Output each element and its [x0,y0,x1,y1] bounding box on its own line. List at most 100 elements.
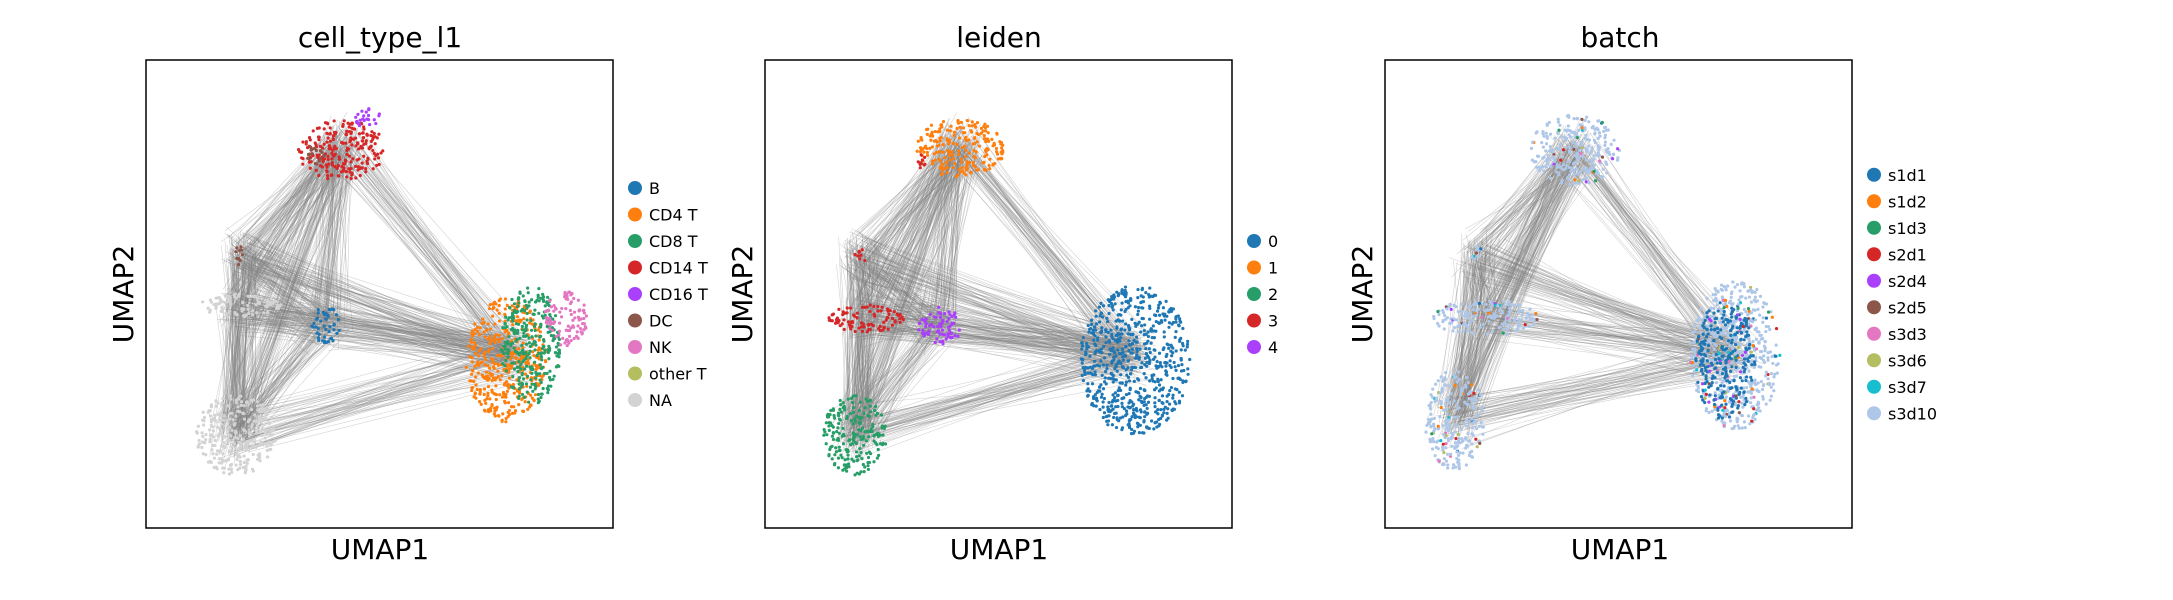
graph-edge [843,349,1134,442]
graph-edge [231,256,507,357]
graph-edge [868,266,932,338]
data-point [475,387,479,392]
graph-edge [318,147,338,309]
data-point [566,339,570,343]
data-point [973,135,977,140]
graph-edge [871,301,943,323]
data-point [1107,352,1112,356]
data-point [937,305,941,309]
graph-edge [234,136,336,412]
graph-edge [939,317,1158,352]
data-point [532,353,536,358]
graph-edge [241,313,307,337]
graph-edge [943,128,1137,349]
data-point [1081,379,1085,383]
graph-edge [235,139,333,246]
graph-edge [235,335,317,442]
data-point [884,318,888,322]
graph-edge [221,315,233,418]
data-point [346,121,350,125]
data-point [250,467,255,471]
data-point [869,410,873,414]
graph-edge [855,253,861,418]
data-point [242,460,246,465]
data-point [845,306,849,310]
graph-edge [858,308,863,460]
data-point [503,326,507,330]
data-point [240,309,244,313]
graph-edge [346,143,532,359]
data-point [509,366,513,370]
data-point [851,431,855,435]
data-point [512,391,516,395]
graph-edge [238,356,514,425]
data-point [858,400,862,404]
data-point [1169,385,1173,390]
graph-edge [251,244,255,443]
graph-edge [360,135,517,354]
graph-edge [842,250,1128,359]
data-point [222,471,226,475]
graph-edge [213,158,341,422]
data-point [546,350,550,355]
graph-edge [955,148,1142,358]
data-point [1114,411,1118,415]
data-point [1100,326,1104,330]
graph-edge [876,129,978,248]
data-point [314,143,318,147]
data-point [1099,301,1103,305]
data-point [953,311,957,315]
graph-edge [865,236,879,309]
graph-edge [222,120,339,290]
graph-edge [876,325,1144,354]
data-point [373,142,377,146]
graph-edge [870,309,947,327]
data-point [326,314,330,319]
graph-edge [859,325,933,341]
data-point [1123,289,1127,293]
graph-edge [935,148,943,344]
data-point [1161,306,1165,310]
data-point [538,363,542,367]
data-point [1115,416,1119,420]
graph-edge [238,319,505,358]
graph-edge [857,144,967,299]
data-point [344,141,348,145]
data-point [1099,331,1103,335]
data-point [523,367,527,371]
graph-edge [874,313,1144,356]
data-point [500,418,504,422]
graph-edge [956,156,1119,376]
data-point [1093,370,1097,374]
data-point [1140,316,1144,321]
data-point [334,313,339,317]
graph-edge [238,262,248,441]
graph-edge [316,124,338,328]
data-point [843,458,847,462]
graph-edge [253,264,337,314]
graph-edge [934,341,1139,346]
graph-edge [859,137,953,273]
graph-edge [863,132,944,277]
legend-marker [628,393,642,407]
data-point [466,344,471,348]
data-point [880,305,884,309]
graph-edge [855,155,963,445]
graph-edge [253,269,332,316]
data-point [239,245,243,249]
data-point [1155,309,1160,313]
data-point [965,162,969,167]
graph-edge [220,157,341,243]
data-point [328,132,332,136]
data-point [347,154,352,158]
graph-edge [229,305,323,440]
data-point [971,160,975,164]
data-point [520,343,524,348]
graph-edge [861,313,1144,347]
data-point [209,460,213,464]
data-point [243,471,247,475]
graph-edge [846,243,852,418]
data-point [216,401,220,405]
graph-edge [240,258,331,345]
data-point [533,328,537,333]
